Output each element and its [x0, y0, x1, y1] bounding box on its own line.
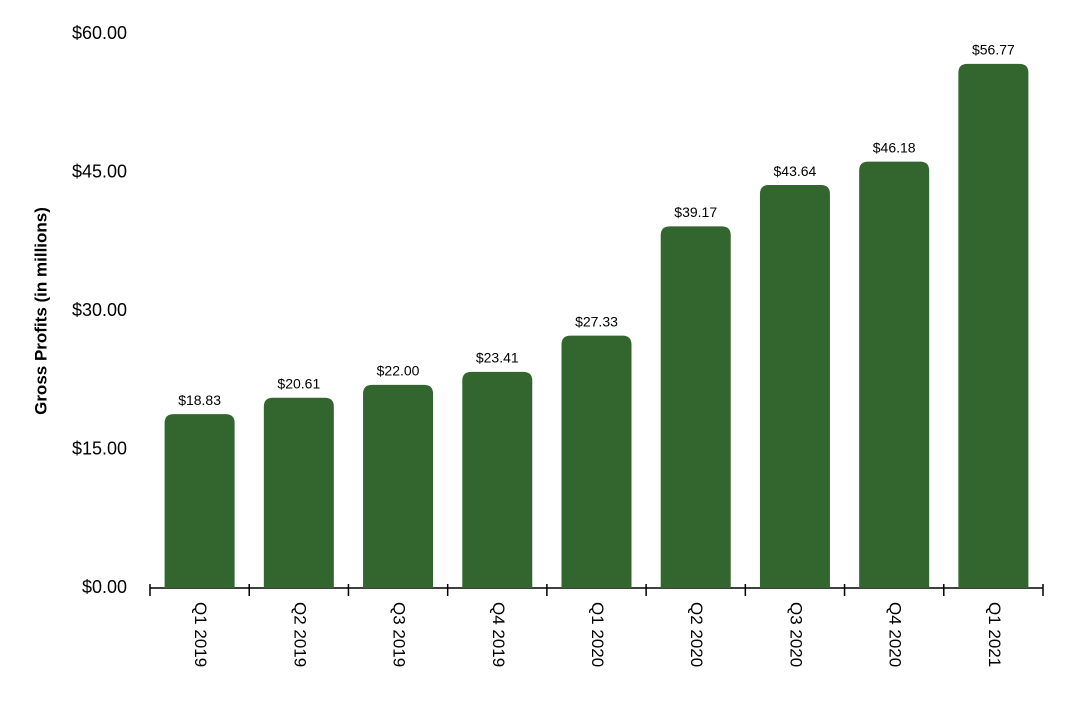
x-tick-label: Q3 2019 — [390, 602, 409, 667]
value-label: $23.41 — [476, 350, 519, 366]
x-tick-label: Q2 2019 — [290, 602, 309, 667]
value-label: $43.64 — [774, 163, 817, 179]
bar — [561, 335, 632, 588]
y-axis-label: Gross Profits (in millions) — [31, 207, 50, 415]
y-tick-label: $60.00 — [72, 23, 127, 43]
x-tick-label: Q4 2020 — [886, 602, 905, 667]
y-tick-label: $30.00 — [72, 300, 127, 320]
value-label: $39.17 — [674, 204, 717, 220]
x-tick-label: Q3 2020 — [786, 602, 805, 667]
value-label: $22.00 — [377, 363, 420, 379]
value-label: $27.33 — [575, 313, 618, 329]
bar — [164, 414, 235, 588]
bar — [759, 185, 830, 589]
x-tick-label: Q1 2019 — [191, 602, 210, 667]
value-label: $18.83 — [178, 392, 221, 408]
x-tick-label: Q2 2020 — [687, 602, 706, 667]
y-tick-label: $0.00 — [82, 577, 127, 597]
x-tick-label: Q1 2020 — [588, 602, 607, 667]
value-label: $56.77 — [972, 42, 1015, 58]
bar — [958, 63, 1029, 588]
value-label: $46.18 — [873, 139, 916, 155]
y-tick-label: $45.00 — [72, 161, 127, 181]
value-label: $20.61 — [277, 375, 320, 391]
bar — [660, 226, 731, 589]
y-tick-label: $15.00 — [72, 438, 127, 458]
x-tick-label: Q4 2019 — [489, 602, 508, 667]
bar — [462, 371, 533, 588]
bar — [363, 384, 434, 588]
bar — [263, 397, 334, 588]
x-tick-label: Q1 2021 — [985, 602, 1004, 667]
bar — [859, 161, 930, 588]
